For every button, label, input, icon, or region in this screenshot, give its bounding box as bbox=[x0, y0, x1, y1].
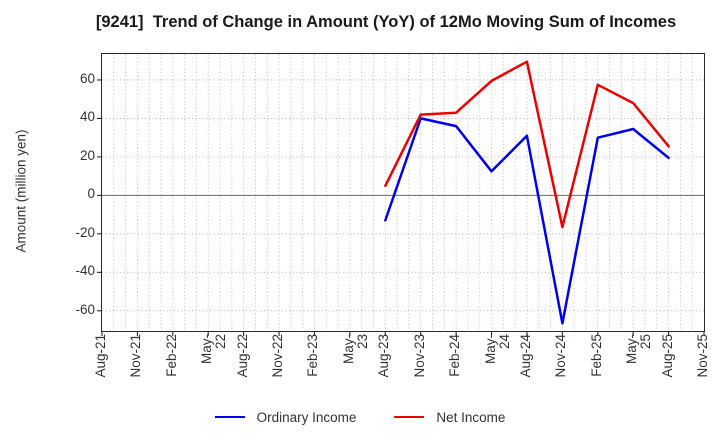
x-tick-label: May-23 bbox=[340, 334, 370, 364]
x-tick-label: Nov-25 bbox=[695, 334, 710, 378]
x-tick-label: Nov-24 bbox=[553, 334, 569, 378]
x-tick-label: May-22 bbox=[199, 334, 229, 364]
chart-title: [9241] Trend of Change in Amount (YoY) o… bbox=[95, 13, 677, 31]
net-income-line bbox=[384, 60, 670, 229]
ordinary-income-line-swatch bbox=[214, 416, 245, 418]
legend: Ordinary Income Net Income bbox=[0, 406, 720, 428]
legend-item-ordinary-income: Ordinary Income bbox=[214, 409, 357, 425]
y-tick-label: -40 bbox=[75, 263, 95, 279]
x-tick-label: May-24 bbox=[482, 334, 512, 364]
y-tick-label: 40 bbox=[79, 109, 95, 125]
x-tick-label: Nov-21 bbox=[128, 334, 144, 378]
x-tick-label: Aug-21 bbox=[93, 334, 108, 378]
x-tick-label: Nov-23 bbox=[411, 334, 427, 378]
x-tick-label: Nov-22 bbox=[270, 334, 286, 378]
x-tick-label: Feb-24 bbox=[447, 334, 463, 377]
legend-label: Ordinary Income bbox=[256, 409, 357, 425]
y-tick-labels: -60 -40 -20 0 20 40 60 bbox=[0, 53, 95, 330]
plot-svg bbox=[97, 54, 705, 336]
plot-area bbox=[97, 53, 705, 336]
x-tick-labels: Aug-21 Nov-21 Feb-22 May-22 Aug-22 Nov-22 Feb-… bbox=[93, 330, 710, 390]
x-tick-label: Aug-23 bbox=[376, 334, 392, 378]
legend-item-net-income: Net Income bbox=[394, 410, 505, 425]
y-tick-label: 20 bbox=[79, 147, 95, 163]
x-tick-label: May-25 bbox=[624, 334, 654, 364]
x-tick-label: Feb-22 bbox=[163, 334, 179, 377]
x-tick-label: Aug-25 bbox=[659, 334, 675, 378]
y-tick-label: -60 bbox=[75, 301, 95, 317]
y-tick-label: 60 bbox=[79, 70, 95, 86]
x-tick-label: Aug-24 bbox=[517, 334, 533, 378]
legend-label: Net Income bbox=[436, 409, 506, 425]
y-tick-label: 0 bbox=[87, 186, 95, 202]
x-tick-label: Feb-23 bbox=[305, 334, 321, 377]
x-tick-label: Aug-22 bbox=[234, 334, 250, 378]
net-income-line-swatch bbox=[394, 416, 425, 418]
ordinary-income-line bbox=[384, 117, 670, 325]
x-tick-label: Feb-25 bbox=[588, 334, 604, 377]
y-tick-label: -20 bbox=[75, 224, 95, 240]
